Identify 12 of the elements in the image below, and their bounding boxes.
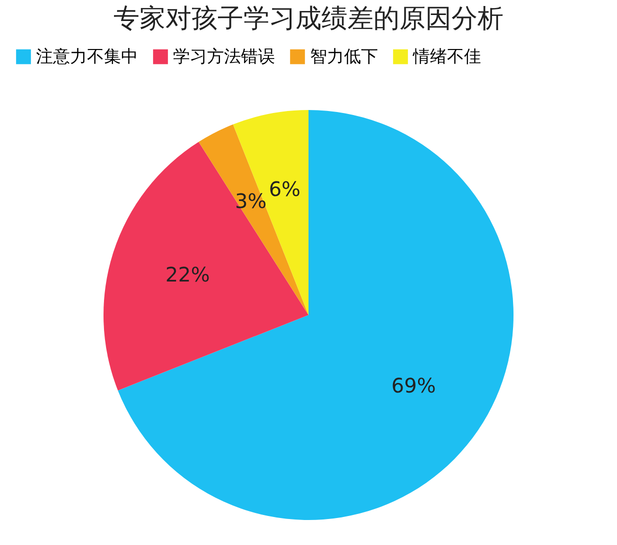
data-label: 22% <box>165 262 210 287</box>
data-label: 69% <box>391 373 436 398</box>
pie-slice <box>118 110 514 520</box>
pie-slice <box>104 142 308 390</box>
data-label: 3% <box>234 188 267 213</box>
chart-title: 专家对孩子学习成绩差的原因分析 <box>114 4 504 34</box>
legend-label: 学习方法错误 <box>173 46 275 67</box>
data-label: 6% <box>268 177 301 202</box>
legend-label: 注意力不集中 <box>36 46 138 67</box>
legend-label: 智力低下 <box>310 46 378 67</box>
legend-label: 情绪不佳 <box>412 46 481 67</box>
pie-slice <box>233 110 308 315</box>
